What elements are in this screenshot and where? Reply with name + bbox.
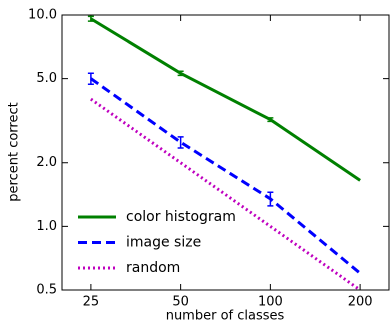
error-bar bbox=[267, 117, 274, 123]
error-bar bbox=[177, 70, 184, 77]
error-bar bbox=[177, 136, 184, 149]
y-axis-label: percent correct bbox=[7, 102, 22, 201]
series-line bbox=[90, 77, 362, 275]
y-tick-label: 10.0 bbox=[28, 8, 57, 23]
plot-frame bbox=[61, 14, 390, 291]
error-bar bbox=[87, 72, 94, 86]
y-tick-label: 1.0 bbox=[36, 219, 57, 234]
y-tick-label: 0.5 bbox=[36, 283, 57, 298]
series-line bbox=[90, 97, 361, 292]
x-tick-label: 200 bbox=[348, 295, 373, 310]
legend-label: image size bbox=[126, 235, 201, 251]
x-tick-label: 25 bbox=[83, 295, 100, 310]
error-bar bbox=[267, 191, 274, 207]
y-tick-label: 2.0 bbox=[36, 155, 57, 170]
series-line bbox=[90, 17, 361, 182]
x-axis-label: number of classes bbox=[166, 309, 285, 324]
x-tick-label: 50 bbox=[172, 295, 189, 310]
x-tick-label: 100 bbox=[258, 295, 283, 310]
y-tick-label: 5.0 bbox=[36, 71, 57, 86]
error-bar bbox=[87, 15, 94, 22]
legend-label: color histogram bbox=[126, 209, 236, 225]
legend-label: random bbox=[126, 260, 180, 276]
